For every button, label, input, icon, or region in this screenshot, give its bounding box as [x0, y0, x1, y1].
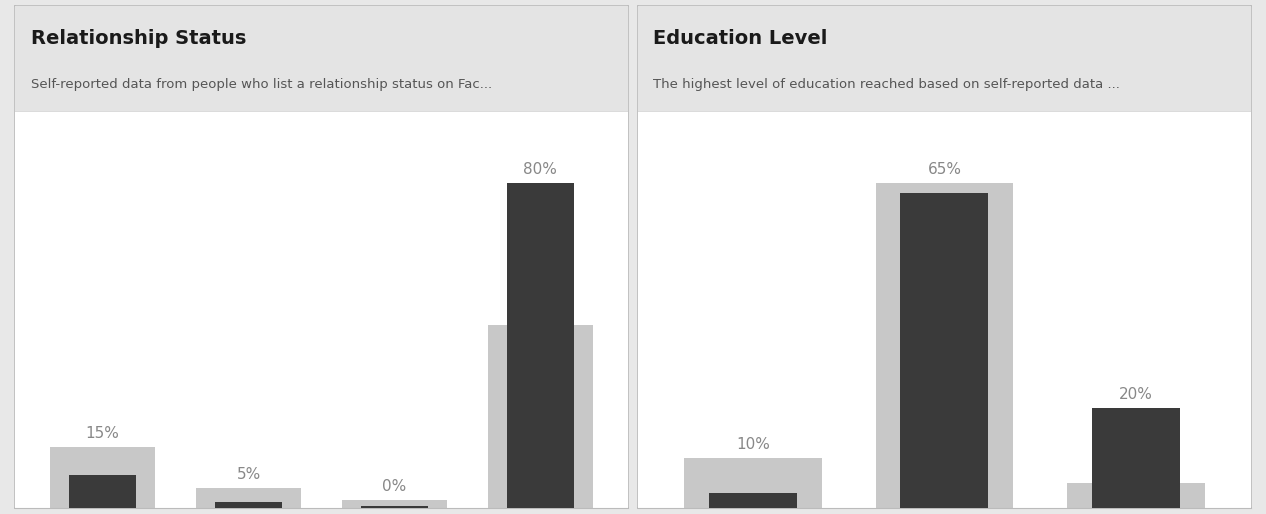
Text: Relationship Status: Relationship Status	[30, 29, 246, 48]
Text: 80%: 80%	[523, 162, 557, 177]
Bar	[1091, 408, 1180, 508]
Text: The highest level of education reached based on self-reported data ...: The highest level of education reached b…	[653, 78, 1120, 91]
Bar	[70, 475, 137, 508]
Text: 65%: 65%	[928, 162, 961, 177]
Text: Self-reported data from people who list a relationship status on Fac...: Self-reported data from people who list …	[30, 78, 491, 91]
Bar	[709, 493, 798, 508]
Bar	[684, 458, 822, 508]
Text: 0%: 0%	[382, 479, 406, 494]
Bar	[487, 325, 592, 508]
Text: 5%: 5%	[237, 467, 261, 482]
Bar	[215, 502, 282, 508]
Bar	[51, 447, 156, 508]
Bar	[506, 183, 573, 508]
Bar	[342, 500, 447, 508]
Bar	[196, 487, 301, 508]
Bar	[900, 193, 989, 508]
Bar	[876, 183, 1013, 508]
Text: 15%: 15%	[86, 426, 120, 441]
Text: Education Level: Education Level	[653, 29, 828, 48]
Text: 10%: 10%	[736, 437, 770, 452]
Text: 20%: 20%	[1119, 387, 1153, 402]
Bar	[1067, 483, 1205, 508]
Bar	[361, 506, 428, 508]
